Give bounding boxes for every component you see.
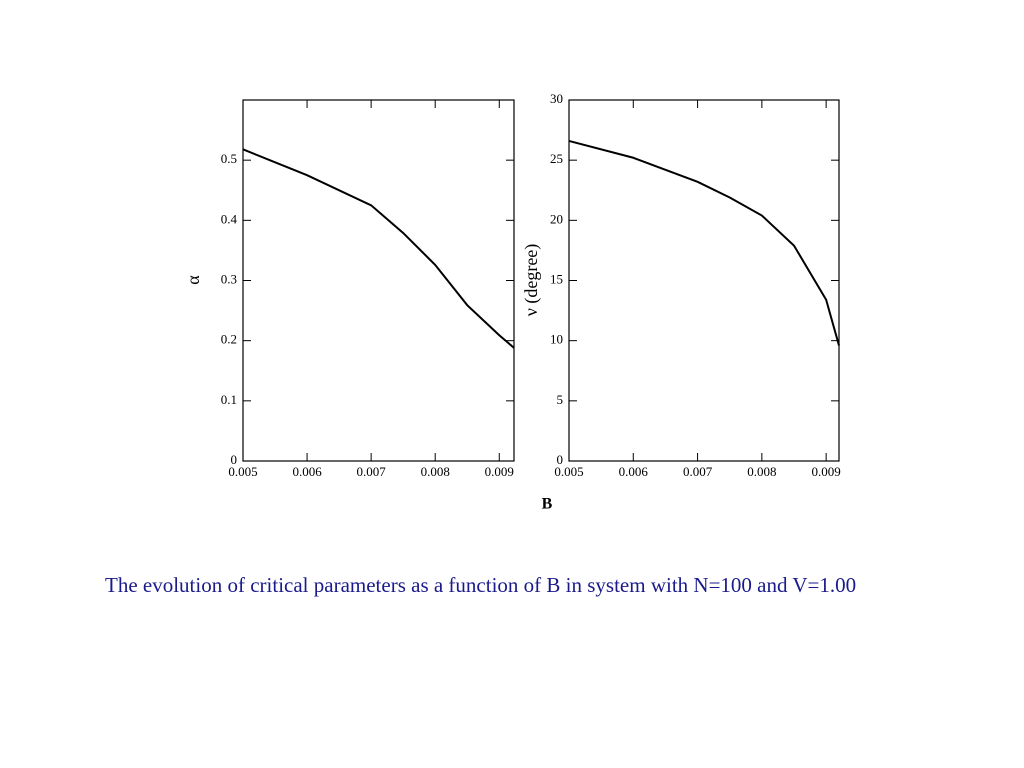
plot-frame xyxy=(568,99,840,462)
y-tick-label: 0.4 xyxy=(221,211,238,226)
y-tick-label: 30 xyxy=(550,91,563,106)
y-tick-label: 0 xyxy=(557,452,564,467)
plot-frame xyxy=(242,99,515,462)
data-line xyxy=(242,148,515,349)
x-tick-label: 0.005 xyxy=(228,464,257,479)
y-tick-label: 5 xyxy=(557,392,564,407)
charts: B 0 0.1 0.2 0.3 0.4 0.5 0.005 0.006 0.007 0.008 0.… xyxy=(183,91,841,513)
y-tick-label: 15 xyxy=(550,271,563,286)
x-tick-label: 0.008 xyxy=(747,464,776,479)
x-tick-label: 0.007 xyxy=(357,464,387,479)
y-axis-label: ν (degree) xyxy=(521,244,542,317)
x-axis-label: B xyxy=(542,496,553,513)
y-tick-label: 10 xyxy=(550,332,563,347)
caption: The evolution of critical parameters as … xyxy=(105,573,857,597)
y-tick-label: 25 xyxy=(550,151,563,166)
y-axis-label: α xyxy=(183,275,203,285)
data-line xyxy=(568,139,840,346)
x-tick-label: 0.006 xyxy=(292,464,322,479)
x-tick-label: 0.008 xyxy=(421,464,450,479)
x-tick-label: 0.006 xyxy=(619,464,649,479)
y-tick-label: 0.3 xyxy=(221,271,237,286)
y-tick-label: 0.1 xyxy=(221,392,237,407)
y-tick-label: 0.2 xyxy=(221,332,237,347)
x-tick-label: 0.009 xyxy=(812,464,841,479)
y-tick-label: 0 xyxy=(231,452,238,467)
y-tick-label: 0.5 xyxy=(221,151,237,166)
y-tick-label: 20 xyxy=(550,211,563,226)
x-tick-label: 0.005 xyxy=(554,464,583,479)
x-tick-label: 0.007 xyxy=(683,464,713,479)
x-tick-label: 0.009 xyxy=(485,464,514,479)
